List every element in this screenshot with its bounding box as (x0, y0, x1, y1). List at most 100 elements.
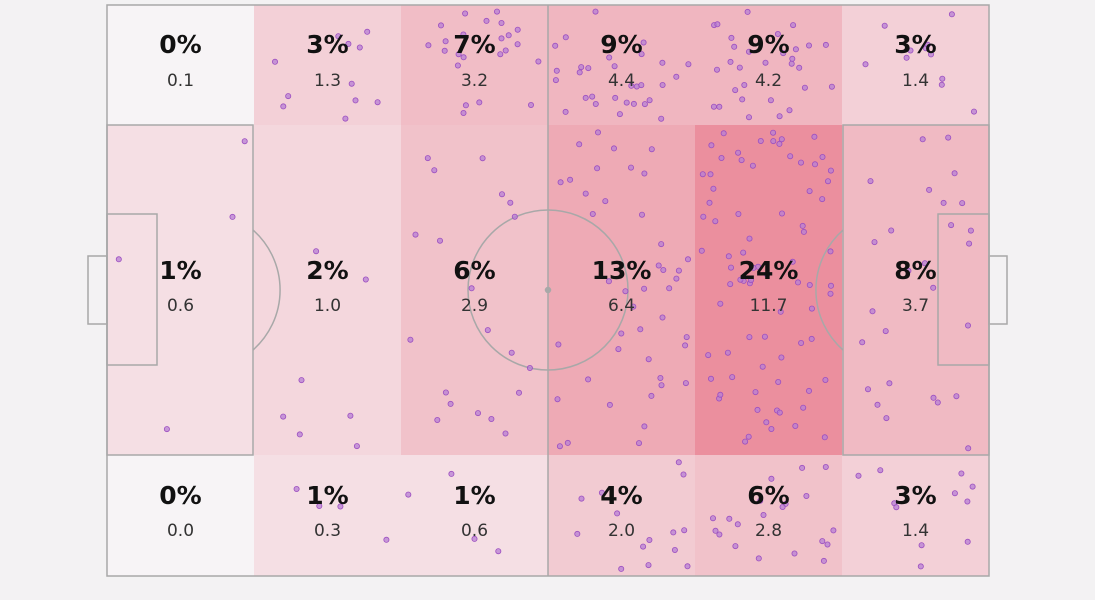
touch-dot (918, 542, 925, 549)
touch-dot (434, 416, 441, 423)
touch-dot (699, 171, 706, 178)
touch-dot (824, 541, 831, 548)
zone-pct-label: 7% (453, 30, 495, 59)
touch-dot (790, 22, 797, 29)
touch-dot (939, 75, 946, 82)
touch-dot (710, 185, 717, 192)
touch-dot (776, 409, 783, 416)
touch-dot (770, 138, 777, 145)
touch-dot (787, 153, 794, 160)
touch-dot (746, 114, 753, 121)
touch-dot (812, 161, 819, 168)
touch-dot (666, 285, 673, 292)
touch-dot (462, 10, 469, 17)
touch-dot (776, 140, 783, 147)
touch-dot (680, 471, 687, 478)
touch-dot (965, 445, 972, 452)
touch-dot (640, 39, 647, 46)
zone-value-label: 11.7 (750, 296, 788, 316)
touch-dot (115, 256, 122, 263)
touch-dot (726, 515, 733, 522)
touch-dot (717, 391, 724, 398)
touch-dot (595, 129, 602, 136)
touch-dot (732, 543, 739, 550)
touch-dot (347, 412, 354, 419)
touch-dot (562, 108, 569, 115)
touch-dot (705, 352, 712, 359)
touch-dot (495, 548, 502, 555)
touch-dot (514, 41, 521, 48)
touch-dot (592, 101, 599, 108)
touch-dot (806, 281, 813, 288)
touch-dot (806, 188, 813, 195)
touch-dot (681, 527, 688, 534)
touch-dot (874, 401, 881, 408)
touch-dot (641, 423, 648, 430)
touch-dot (483, 17, 490, 24)
touch-dot (514, 26, 521, 33)
touch-dot (893, 504, 900, 511)
touch-dot (585, 376, 592, 383)
touch-dot (748, 277, 755, 284)
touch-dot (576, 69, 583, 76)
touch-dot (822, 376, 829, 383)
touch-dot (474, 410, 481, 417)
touch-dot (798, 159, 805, 166)
touch-dot (528, 102, 535, 109)
touch-dot (612, 94, 619, 101)
touch-dot (335, 33, 342, 40)
touch-dot (754, 406, 761, 413)
zone-value-label: 6.4 (608, 296, 635, 316)
touch-dot (362, 276, 369, 283)
touch-dot (479, 155, 486, 162)
touch-dot (744, 8, 751, 15)
touch-dot (759, 363, 766, 370)
heat-cell-r1-c3 (548, 125, 695, 455)
touch-dot (462, 102, 469, 109)
touch-dot (938, 81, 945, 88)
touch-dot (779, 503, 786, 510)
touch-dot (780, 50, 787, 57)
touch-dot (792, 422, 799, 429)
zone-value-label: 1.4 (902, 521, 929, 541)
touch-dot (951, 170, 958, 177)
touch-dot (750, 264, 757, 271)
touch-dot (801, 84, 808, 91)
zone-value-label: 0.3 (314, 521, 341, 541)
touch-dot (877, 467, 884, 474)
touch-dot (779, 210, 786, 217)
zone-value-label: 1.4 (902, 71, 929, 91)
touch-dot (589, 210, 596, 217)
touch-dot (776, 113, 783, 120)
heat-cell-r1-c2 (401, 125, 548, 455)
touch-dot (675, 267, 682, 274)
touch-dot (734, 521, 741, 528)
zone-value-label: 2.8 (755, 521, 782, 541)
zone-pct-label: 1% (159, 256, 201, 285)
touch-dot (757, 497, 764, 504)
touch-dot (828, 83, 835, 90)
zone-pct-label: 3% (306, 30, 348, 59)
touch-dot (727, 281, 734, 288)
touch-dot (761, 333, 768, 340)
touch-dot (578, 495, 585, 502)
touch-dot (924, 41, 931, 48)
touch-dot (425, 42, 432, 49)
touch-dot (658, 382, 665, 389)
zone-value-label: 1.3 (314, 71, 341, 91)
touch-dot (526, 364, 533, 371)
touch-dot (611, 63, 618, 70)
zone-value-label: 4.2 (755, 71, 782, 91)
touch-dot (707, 171, 714, 178)
touch-dot (557, 179, 564, 186)
touch-dot (554, 396, 561, 403)
touch-dot (740, 249, 747, 256)
right-penalty-arc (815, 229, 844, 351)
touch-dot (655, 262, 662, 269)
touch-dot (431, 167, 438, 174)
touch-dot (659, 314, 666, 321)
touch-dot (364, 28, 371, 35)
touch-dot (460, 31, 467, 38)
touch-dot (316, 502, 323, 509)
